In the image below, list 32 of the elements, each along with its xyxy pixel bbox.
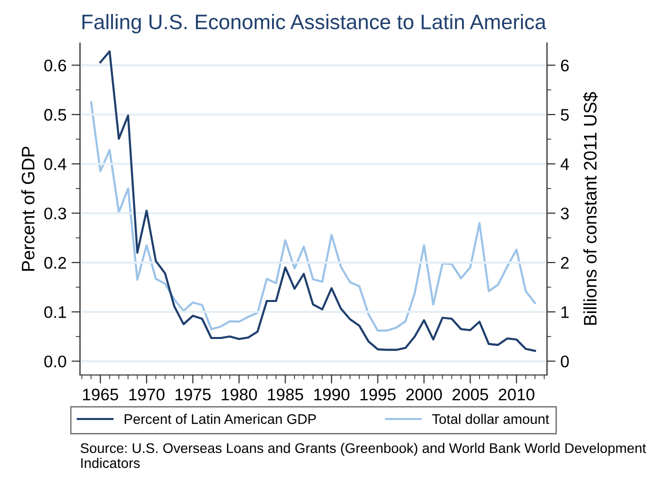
y-tick-label: 0.4 (44, 158, 66, 170)
y2-tick-label: 4 (560, 158, 569, 170)
y-tick-label: 0.1 (44, 306, 66, 318)
x-tick-label: 2005 (452, 388, 488, 400)
x-tick-label: 1985 (268, 388, 304, 400)
x-tick-label: 1975 (176, 388, 211, 400)
y2-axis-title: Billions of constant 2011 US$ (583, 92, 598, 325)
x-tick-label: 2000 (406, 388, 442, 400)
x-tick-label: 1990 (314, 388, 350, 400)
legend-label: Total dollar amount (432, 414, 550, 424)
y2-tick-label: 1 (561, 306, 569, 318)
x-tick-label: 2010 (498, 388, 534, 400)
y-tick-label: 0.3 (44, 208, 66, 220)
y2-tick-label: 5 (560, 109, 569, 121)
line-series (90, 101, 536, 332)
y2-tick-label: 0 (560, 356, 569, 368)
x-tick-label: 1965 (83, 388, 118, 400)
x-tick-label: 1970 (129, 388, 164, 400)
x-tick-label: 1980 (222, 388, 257, 400)
legend-label: Percent of Latin American GDP (124, 414, 316, 424)
y-tick-label: 0.0 (44, 356, 66, 368)
y-tick-label: 0.2 (44, 256, 66, 269)
chart-title: Falling U.S. Economic Assistance to Latin America (82, 14, 546, 34)
source-note: Source: U.S. Overseas Loans and Grants (Greenbook) and World Bank World Development Indicators (80, 442, 646, 468)
line-series (99, 50, 536, 352)
y2-tick-label: 3 (560, 208, 569, 220)
y2-tick-label: 6 (561, 60, 569, 72)
x-tick-label: 1995 (360, 388, 396, 400)
y2-tick-label: 2 (561, 256, 569, 269)
y-axis-title: Percent of GDP (21, 146, 35, 271)
y-tick-label: 0.5 (44, 108, 66, 121)
y-tick-label: 0.6 (44, 60, 66, 72)
